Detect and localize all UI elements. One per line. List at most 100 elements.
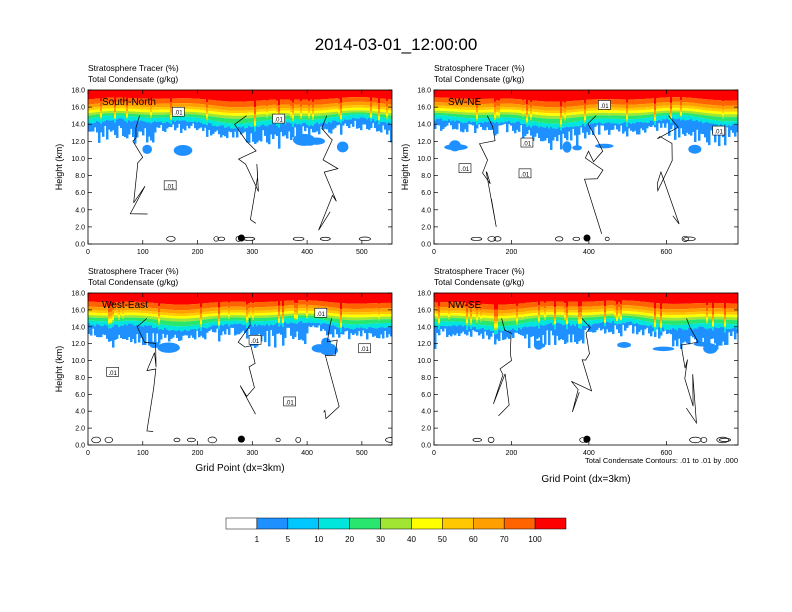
svg-text:.01: .01 (600, 104, 609, 110)
y-tick-label: 2.0 (421, 224, 431, 231)
contour-label: .01 (314, 307, 328, 318)
colorbar-label: 5 (286, 535, 291, 544)
x-tick-label: 200 (192, 249, 204, 256)
y-tick-label: 2.0 (75, 426, 85, 433)
y-tick-label: 16.0 (417, 105, 431, 112)
panel-name: SW-NE (448, 97, 481, 108)
condensate-contours (470, 115, 696, 242)
colorbar-swatch (411, 517, 443, 530)
panel-nw-se: 0.0 2.0 4.0 6.0 8.0 10.0 12.0 14.0 16.0 18.0 0 200 4… (417, 266, 739, 485)
x-tick-label: 200 (192, 450, 204, 457)
x-tick-label: 100 (137, 249, 149, 256)
y-tick-label: 6.0 (421, 392, 431, 399)
x-tick-label: 200 (506, 249, 518, 256)
colorbar-swatch (534, 517, 567, 530)
colorbar-label: 60 (469, 535, 478, 544)
x-tick-label: 400 (301, 249, 313, 256)
panel-south-north: 0.0 2.0 4.0 6.0 8.0 10.0 12.0 14.0 16.0 18.0 0 100 2… (54, 63, 393, 256)
svg-text:.01: .01 (360, 347, 369, 353)
x-tick-label: 0 (86, 450, 90, 457)
y-axis-label: Height (km) (54, 346, 64, 393)
y-tick-label: 14.0 (71, 324, 85, 331)
colorbar-swatch (318, 517, 350, 530)
contour-label: .01 (172, 106, 185, 117)
y-tick-label: 0.0 (421, 242, 431, 249)
svg-text:.01: .01 (317, 312, 326, 318)
colorbar-label: 70 (500, 535, 509, 544)
svg-text:.01: .01 (251, 339, 260, 345)
y-tick-label: 0.0 (75, 242, 85, 249)
panel-header-condensate: Total Condensate (g/kg) (88, 277, 178, 287)
y-tick-label: 4.0 (75, 409, 85, 416)
contour-label: .01 (520, 137, 534, 148)
y-tick-label: 12.0 (71, 139, 85, 146)
colorbar-swatch (225, 517, 258, 530)
y-tick-label: 18.0 (417, 88, 431, 95)
panel-name: West-East (102, 300, 148, 311)
svg-text:.01: .01 (166, 184, 175, 190)
y-tick-label: 10.0 (71, 156, 85, 163)
svg-text:.01: .01 (521, 172, 530, 178)
svg-text:.01: .01 (461, 167, 470, 173)
colorbar-label: 40 (407, 535, 416, 544)
panel-header-condensate: Total Condensate (g/kg) (434, 277, 524, 287)
y-tick-label: 8.0 (75, 173, 85, 180)
svg-text:.01: .01 (523, 142, 532, 148)
plot-frame (87, 292, 393, 446)
y-tick-label: 4.0 (421, 409, 431, 416)
contour-label: .01 (106, 367, 119, 377)
y-tick-label: 8.0 (421, 375, 431, 382)
y-tick-label: 14.0 (417, 122, 431, 129)
x-axis-label: Grid Point (dx=3km) (541, 474, 630, 485)
tracer-field (434, 293, 738, 354)
y-tick-label: 2.0 (75, 224, 85, 231)
colorbar-label: 10 (314, 535, 323, 544)
svg-text:.01: .01 (285, 400, 294, 406)
y-tick-label: 10.0 (71, 358, 85, 365)
panel-header-condensate: Total Condensate (g/kg) (88, 74, 178, 84)
colorbar-label: 100 (528, 535, 542, 544)
contour-label: .01 (518, 168, 532, 178)
x-tick-label: 0 (432, 450, 436, 457)
colorbar-label: 30 (376, 535, 385, 544)
plot-frame (87, 89, 393, 245)
contour-label: .01 (458, 163, 472, 173)
y-tick-label: 16.0 (71, 307, 85, 314)
location-marker (583, 234, 591, 242)
panel-header-tracer: Stratosphere Tracer (%) (434, 266, 525, 276)
colorbar-swatch (256, 517, 289, 530)
y-tick-label: 2.0 (421, 426, 431, 433)
x-tick-label: 400 (583, 249, 595, 256)
colorbar-swatch (503, 517, 536, 530)
colorbar-swatch (349, 517, 381, 530)
y-tick-label: 6.0 (421, 190, 431, 197)
location-marker (237, 234, 245, 242)
y-tick-label: 6.0 (75, 190, 85, 197)
panel-header-tracer: Stratosphere Tracer (%) (88, 63, 179, 73)
y-tick-label: 0.0 (75, 443, 85, 450)
location-marker (237, 435, 245, 443)
x-tick-label: 500 (356, 450, 368, 457)
colorbar-swatch (442, 517, 474, 530)
x-tick-label: 300 (246, 450, 258, 457)
tracer-field (88, 293, 392, 356)
y-tick-label: 8.0 (421, 173, 431, 180)
x-axis-label: Grid Point (dx=3km) (195, 463, 284, 474)
condensate-contours (91, 318, 392, 444)
contour-footnote: Total Condensate Contours: .01 to .01 by… (585, 456, 738, 465)
x-tick-label: 400 (583, 450, 595, 457)
figure-title: 2014-03-01_12:00:00 (315, 35, 478, 54)
y-tick-label: 10.0 (417, 156, 431, 163)
panel-name: NW-SE (448, 300, 481, 311)
panel-header-tracer: Stratosphere Tracer (%) (88, 266, 179, 276)
contour-label: .01 (272, 113, 285, 124)
contour-label: .01 (358, 343, 371, 353)
x-tick-label: 100 (137, 450, 149, 457)
x-tick-label: 500 (356, 249, 368, 256)
colorbar-label: 1 (255, 535, 260, 544)
x-tick-label: 400 (301, 450, 313, 457)
svg-text:.01: .01 (274, 118, 283, 124)
y-axis-label: Height (km) (54, 144, 64, 191)
y-tick-label: 12.0 (71, 341, 85, 348)
y-tick-label: 18.0 (417, 291, 431, 298)
